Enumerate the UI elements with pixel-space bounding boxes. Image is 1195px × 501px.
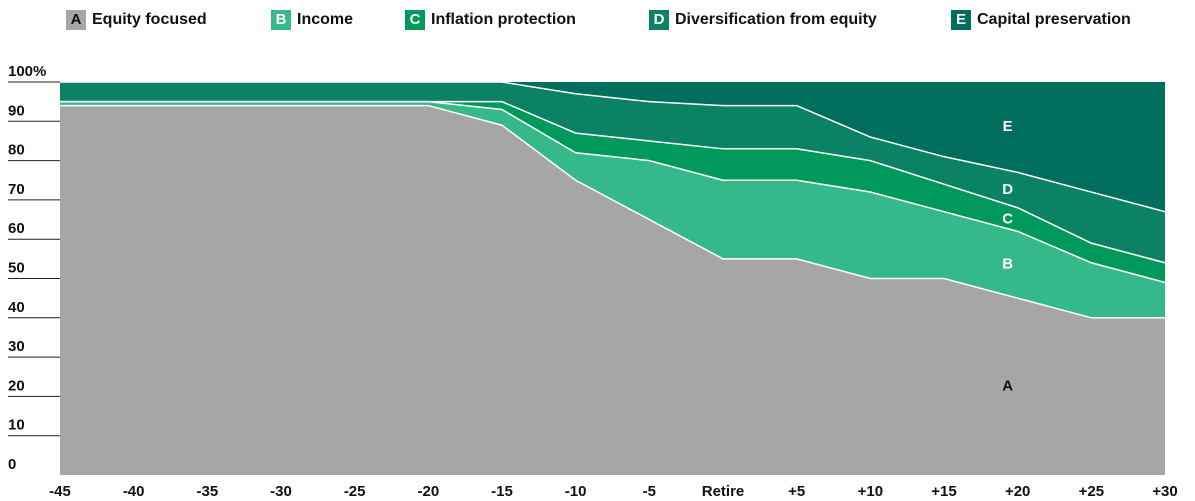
x-tick-label: +10 <box>858 483 883 500</box>
y-tick-label: 50 <box>8 259 25 276</box>
legend-label: Inflation protection <box>431 11 576 28</box>
area <box>60 82 1165 212</box>
y-tick-label: 20 <box>8 377 25 394</box>
legend-swatch <box>649 10 669 30</box>
area <box>60 101 1165 318</box>
area <box>60 101 1165 283</box>
y-tick-label: 100% <box>8 63 46 80</box>
legend-swatch <box>405 10 425 30</box>
x-tick-label: Retire <box>702 483 745 500</box>
x-tick-label: -20 <box>417 483 439 500</box>
y-tick-label: 30 <box>8 338 25 355</box>
area <box>60 82 1165 263</box>
boundary-line <box>60 100 1166 264</box>
area <box>60 105 1165 475</box>
legend-label: Capital preservation <box>977 11 1131 28</box>
legend-item: A Equity focused <box>66 10 207 30</box>
legend-item: C Inflation protection <box>405 10 576 30</box>
area-label: D <box>1002 181 1013 198</box>
legend-label: Equity focused <box>92 11 207 28</box>
y-tick-label: 80 <box>8 142 25 159</box>
legend-label: Diversification from equity <box>675 11 877 28</box>
y-tick-label: 90 <box>8 102 25 119</box>
area-label: E <box>1003 118 1013 135</box>
x-tick-label: +15 <box>931 483 956 500</box>
y-tick-label: 70 <box>8 181 25 198</box>
legend-key: B <box>276 11 287 28</box>
y-tick-label: 60 <box>8 220 25 237</box>
x-tick-label: -40 <box>123 483 145 500</box>
x-tick-label: -35 <box>196 483 218 500</box>
boundary-line <box>60 81 1166 213</box>
legend-key: C <box>410 11 421 28</box>
legend-key: E <box>956 11 966 28</box>
legend-item: D Diversification from equity <box>649 10 877 30</box>
x-tick-label: +25 <box>1079 483 1104 500</box>
legend-swatch <box>66 10 86 30</box>
y-tick-label: 0 <box>8 456 16 473</box>
x-tick-label: +5 <box>788 483 805 500</box>
x-tick-label: -30 <box>270 483 292 500</box>
x-tick-label: -5 <box>643 483 656 500</box>
x-tick-label: -25 <box>344 483 366 500</box>
x-tick-label: +30 <box>1152 483 1177 500</box>
legend-label: Income <box>297 11 353 28</box>
area-label: A <box>1002 378 1013 395</box>
legend-key: D <box>654 11 665 28</box>
legend-item: E Capital preservation <box>951 10 1131 30</box>
y-tick-label: 10 <box>8 417 25 434</box>
legend-swatch <box>951 10 971 30</box>
legend-key: A <box>71 11 82 28</box>
boundary-line <box>60 104 1165 319</box>
y-tick-label: 40 <box>8 299 25 316</box>
x-tick-label: -15 <box>491 483 513 500</box>
x-tick-label: -45 <box>49 483 71 500</box>
x-tick-label: +20 <box>1005 483 1030 500</box>
area-label: C <box>1002 211 1013 228</box>
legend-item: B Income <box>271 10 353 30</box>
legend-swatch <box>271 10 291 30</box>
area-label: B <box>1002 256 1013 273</box>
x-tick-label: -10 <box>565 483 587 500</box>
